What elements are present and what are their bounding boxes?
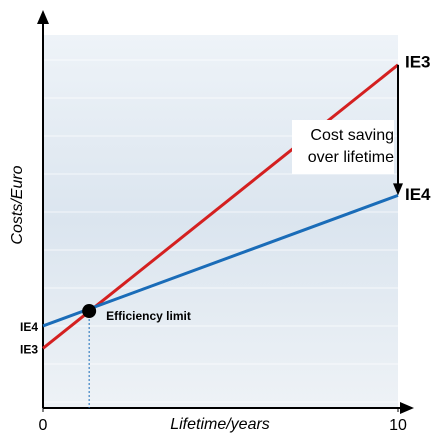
x-axis-arrow [400,402,414,414]
x-tick-label: 10 [389,417,407,434]
x-axis-label: Lifetime/years [170,416,270,433]
saving-label: Cost saving [310,127,394,144]
plot-background [43,35,398,408]
series-label-right: IE3 [405,52,431,71]
series-label-left: IE4 [20,320,38,334]
page: {"chart_data": {"type": "line", "x_label… [0,0,445,436]
saving-label: over lifetime [308,149,394,166]
y-axis-arrow [37,10,49,24]
x-tick-label: 0 [39,417,48,434]
y-axis-label: Costs/Euro [9,165,26,244]
series-label-right: IE4 [405,185,431,204]
series-label-left: IE3 [20,342,38,356]
efficiency-label: Efficiency limit [106,309,191,323]
chart: Lifetime/years Costs/Euro 0 10 Cost saving… [0,0,445,436]
efficiency-point [82,304,96,318]
